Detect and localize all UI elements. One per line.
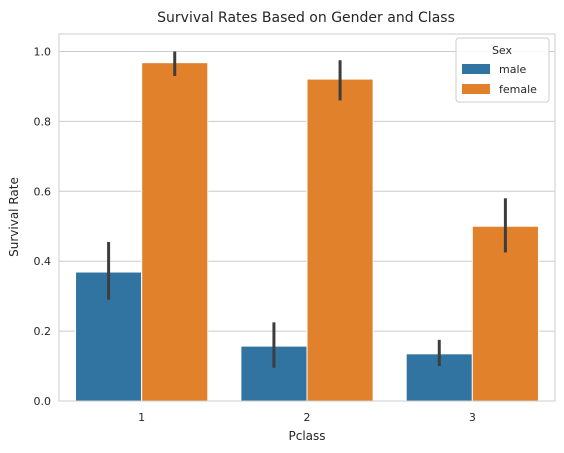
legend-swatch-female (462, 84, 490, 94)
x-tick-label: 1 (138, 411, 145, 424)
legend: Sex male female (455, 37, 550, 103)
legend-swatch-male (462, 64, 490, 74)
bar-female-1 (141, 62, 209, 402)
y-axis-label: Survival Rate (7, 177, 21, 257)
x-tick-labels: 1 2 3 (138, 411, 476, 424)
y-tick-label: 0.0 (34, 395, 52, 408)
legend-label-female: female (499, 83, 537, 96)
legend-title: Sex (492, 44, 513, 57)
plot-frame (58, 33, 556, 402)
error-bars (107, 51, 507, 368)
legend-label-male: male (499, 63, 527, 76)
chart-title: Survival Rates Based on Gender and Class (157, 10, 455, 26)
y-tick-label: 0.6 (34, 185, 52, 198)
y-tick-label: 0.2 (34, 325, 52, 338)
legend-entries: male female (462, 63, 537, 96)
x-tick-label: 2 (304, 411, 311, 424)
y-tick-labels: 0.0 0.2 0.4 0.6 0.8 1.0 (34, 45, 52, 408)
y-tick-label: 0.8 (34, 115, 52, 128)
bars (75, 62, 539, 402)
bar-female-2 (306, 78, 374, 402)
y-tick-label: 1.0 (34, 45, 52, 58)
x-axis-label: Pclass (288, 429, 325, 443)
y-tick-label: 0.4 (34, 255, 52, 268)
x-tick-label: 3 (469, 411, 476, 424)
